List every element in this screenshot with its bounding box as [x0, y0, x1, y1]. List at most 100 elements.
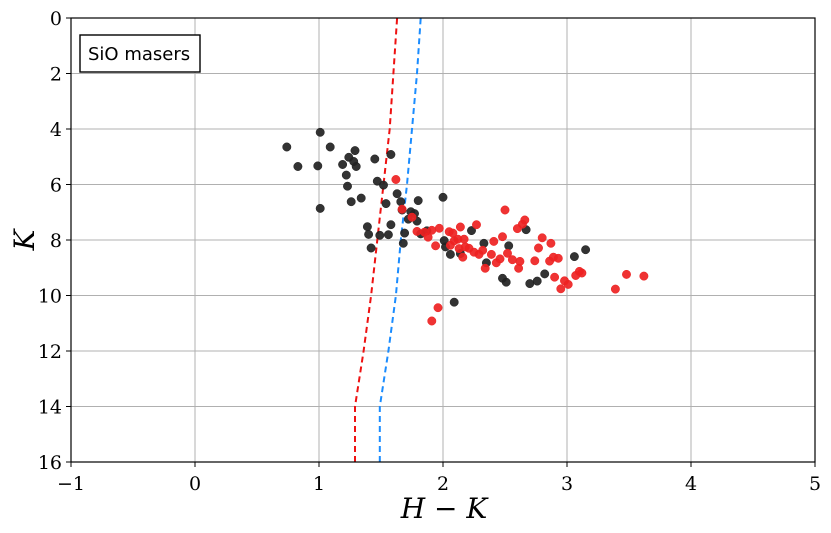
annotation-label: SiO masers — [88, 44, 190, 65]
data-point-series-2 — [412, 226, 422, 236]
annotation-box-border — [79, 34, 201, 73]
data-point-series-1 — [467, 226, 476, 236]
data-point-series-1 — [540, 269, 550, 279]
data-point-series-1 — [315, 127, 325, 137]
data-point-series-2 — [460, 242, 470, 252]
data-point-series-1 — [356, 193, 366, 203]
data-point-series-1 — [370, 154, 380, 164]
data-point-series-1 — [386, 150, 396, 159]
y-tick-label: 12 — [38, 341, 62, 363]
grid-lines — [70, 17, 816, 463]
data-points — [282, 127, 649, 326]
data-point-series-1 — [346, 197, 356, 207]
data-point-series-1 — [366, 243, 376, 253]
data-point-series-2 — [520, 215, 530, 225]
data-point-series-2 — [563, 279, 573, 289]
y-tick-label: 8 — [50, 230, 62, 252]
data-point-series-2 — [553, 253, 563, 263]
data-point-series-2 — [534, 243, 543, 253]
data-point-series-1 — [581, 245, 591, 255]
data-point-series-2 — [486, 249, 496, 259]
data-point-series-1 — [325, 142, 335, 152]
data-point-series-1 — [315, 203, 325, 213]
data-point-series-1 — [413, 196, 423, 206]
data-point-series-1 — [282, 142, 292, 152]
data-point-series-2 — [407, 212, 417, 222]
x-tick-label: 5 — [809, 473, 821, 495]
y-tick-label: 6 — [50, 175, 62, 197]
data-point-series-1 — [569, 252, 579, 262]
data-point-series-1 — [501, 277, 511, 287]
x-tick-label: 0 — [189, 473, 201, 495]
data-point-series-2 — [622, 269, 631, 279]
data-point-series-1 — [381, 199, 391, 209]
data-point-series-1 — [350, 146, 360, 156]
sequence-curve-1 — [354, 17, 399, 462]
data-point-series-1 — [438, 192, 448, 202]
data-point-series-1 — [525, 279, 535, 289]
data-point-series-2 — [556, 284, 566, 294]
data-point-series-1 — [293, 162, 303, 171]
data-point-series-2 — [495, 254, 505, 264]
y-tick-label: 4 — [50, 119, 62, 141]
data-point-series-1 — [313, 161, 323, 171]
data-point-series-1 — [362, 222, 372, 232]
data-point-series-1 — [375, 230, 385, 240]
data-point-series-2 — [639, 271, 649, 281]
data-point-series-1 — [343, 181, 352, 191]
data-point-series-2 — [610, 284, 620, 294]
data-point-series-2 — [478, 245, 488, 255]
data-point-series-1 — [504, 241, 514, 251]
data-point-series-1 — [396, 197, 406, 207]
data-point-series-2 — [455, 222, 465, 232]
y-tick-label: 14 — [38, 397, 62, 419]
data-point-series-2 — [472, 220, 481, 230]
data-point-series-2 — [459, 234, 469, 244]
data-point-series-2 — [427, 225, 437, 235]
data-point-series-1 — [338, 160, 348, 169]
data-point-series-2 — [391, 175, 401, 184]
data-point-series-2 — [489, 236, 499, 246]
data-point-series-2 — [498, 232, 507, 242]
data-point-series-2 — [515, 256, 525, 266]
data-point-series-2 — [427, 316, 437, 326]
x-tick-label: 3 — [561, 473, 573, 495]
data-point-series-2 — [434, 223, 444, 233]
data-point-series-2 — [537, 233, 547, 243]
data-point-series-1 — [400, 228, 410, 238]
data-point-series-1 — [386, 220, 396, 230]
data-point-series-1 — [449, 297, 459, 307]
data-point-series-2 — [546, 238, 556, 248]
data-point-series-2 — [397, 204, 407, 214]
data-point-series-2 — [507, 255, 517, 265]
data-point-series-2 — [431, 241, 441, 251]
x-tick-label: 4 — [685, 473, 697, 495]
data-point-series-1 — [383, 230, 393, 240]
data-point-series-1 — [392, 189, 402, 199]
data-point-series-2 — [423, 232, 433, 242]
y-tick-label: 16 — [38, 452, 62, 474]
data-point-series-2 — [503, 248, 512, 258]
data-point-series-2 — [550, 272, 560, 282]
data-point-series-1 — [445, 249, 455, 259]
data-point-series-2 — [577, 268, 587, 278]
y-tick-label: 2 — [50, 64, 62, 86]
data-point-series-1 — [532, 276, 542, 286]
data-point-series-2 — [433, 303, 443, 313]
data-point-series-1 — [351, 162, 361, 171]
x-tick-label: 2 — [437, 473, 449, 495]
data-point-series-1 — [379, 180, 388, 190]
data-point-series-2 — [530, 256, 540, 266]
data-point-series-1 — [341, 170, 351, 180]
data-point-series-2 — [480, 263, 490, 273]
data-point-series-1 — [398, 238, 408, 248]
data-point-series-1 — [364, 229, 374, 239]
y-tick-label: 0 — [50, 8, 62, 30]
data-point-series-2 — [458, 252, 468, 262]
data-point-series-2 — [500, 205, 510, 215]
x-tick-label: 1 — [313, 473, 325, 495]
y-tick-label: 10 — [38, 286, 62, 308]
annotation-box: SiO masers — [79, 34, 201, 73]
